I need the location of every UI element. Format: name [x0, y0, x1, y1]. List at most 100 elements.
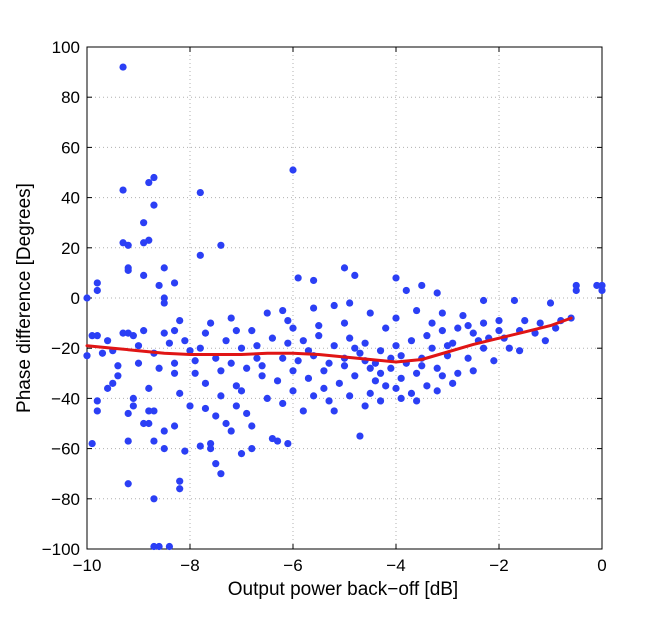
- data-point: [340, 264, 349, 272]
- data-point: [207, 439, 215, 448]
- data-point: [366, 389, 374, 397]
- data-point: [248, 445, 256, 453]
- data-point: [371, 377, 379, 385]
- data-point: [145, 178, 153, 187]
- data-point: [253, 342, 261, 350]
- data-point: [160, 294, 168, 302]
- data-point: [160, 445, 168, 453]
- data-point: [160, 329, 168, 337]
- data-point: [382, 382, 390, 390]
- data-point: [232, 402, 240, 410]
- data-point: [129, 402, 137, 410]
- data-point: [93, 397, 101, 405]
- data-point: [479, 319, 488, 327]
- data-point: [423, 332, 431, 340]
- data-point: [93, 332, 101, 340]
- data-point: [279, 354, 287, 362]
- data-point: [150, 173, 158, 182]
- data-point: [310, 392, 318, 400]
- data-point: [150, 495, 158, 503]
- data-point: [418, 281, 426, 290]
- data-point: [572, 286, 580, 295]
- data-point: [170, 369, 179, 377]
- fit-line-layer: [85, 316, 573, 364]
- x-tick-label: −8: [180, 556, 199, 575]
- data-point: [119, 63, 127, 71]
- data-point: [176, 485, 184, 493]
- data-point: [248, 327, 256, 335]
- data-point: [407, 337, 416, 345]
- data-point: [119, 186, 127, 194]
- data-point: [433, 289, 441, 297]
- data-point: [299, 407, 307, 415]
- x-axis-label: Output power back−off [dB]: [228, 579, 458, 600]
- data-point: [124, 437, 132, 445]
- y-tick-label: −40: [51, 389, 80, 408]
- data-point: [284, 339, 292, 347]
- data-point: [320, 384, 328, 392]
- data-point: [150, 542, 158, 551]
- data-point: [140, 419, 148, 428]
- x-tick-label: −10: [73, 556, 102, 575]
- data-point: [263, 309, 271, 317]
- data-point: [83, 294, 91, 302]
- data-point: [124, 266, 132, 274]
- data-point: [598, 281, 606, 290]
- data-point: [433, 387, 441, 395]
- data-point: [366, 309, 374, 317]
- data-point: [109, 379, 117, 387]
- data-point: [279, 306, 287, 315]
- data-point: [464, 322, 472, 330]
- x-tick-label: −6: [283, 556, 302, 575]
- y-tick-label: 40: [61, 189, 80, 208]
- data-point: [114, 362, 122, 370]
- data-point: [176, 477, 184, 485]
- data-point: [310, 304, 318, 312]
- data-point: [222, 337, 230, 345]
- data-point: [186, 402, 194, 410]
- data-point: [351, 344, 359, 352]
- data-point: [443, 342, 452, 350]
- data-point: [479, 344, 488, 352]
- data-point: [356, 432, 364, 440]
- data-point: [294, 274, 302, 282]
- y-tick-label: 20: [61, 239, 80, 258]
- data-point: [330, 407, 338, 415]
- data-point: [212, 412, 220, 420]
- data-point: [392, 384, 400, 392]
- data-point: [541, 337, 549, 345]
- data-point: [160, 299, 168, 307]
- data-point: [140, 219, 148, 227]
- data-point: [155, 281, 163, 290]
- data-point: [495, 327, 503, 335]
- data-point: [356, 349, 364, 357]
- y-axis-label: Phase difference [Degrees]: [14, 183, 35, 413]
- data-point: [83, 352, 91, 360]
- data-point: [165, 542, 173, 551]
- data-point: [88, 332, 96, 340]
- data-point: [361, 402, 369, 410]
- y-tick-label: 80: [61, 88, 80, 107]
- data-point: [124, 480, 132, 488]
- data-point: [361, 339, 369, 347]
- data-point: [320, 367, 328, 375]
- data-point: [340, 319, 349, 327]
- data-point: [155, 542, 163, 551]
- data-point: [258, 372, 266, 380]
- x-tick-label: −2: [489, 556, 508, 575]
- scatter-points: [83, 63, 606, 551]
- data-point: [454, 324, 462, 332]
- data-point: [217, 241, 225, 249]
- data-point: [402, 286, 410, 295]
- data-point: [346, 299, 354, 307]
- data-point: [495, 316, 503, 325]
- y-tick-label: 100: [52, 38, 80, 57]
- data-point: [552, 324, 560, 332]
- data-point: [273, 377, 282, 385]
- data-point: [433, 364, 441, 372]
- data-point: [212, 354, 220, 362]
- data-point: [423, 382, 431, 390]
- data-point: [387, 364, 395, 372]
- data-point: [217, 470, 225, 478]
- data-point: [464, 354, 472, 362]
